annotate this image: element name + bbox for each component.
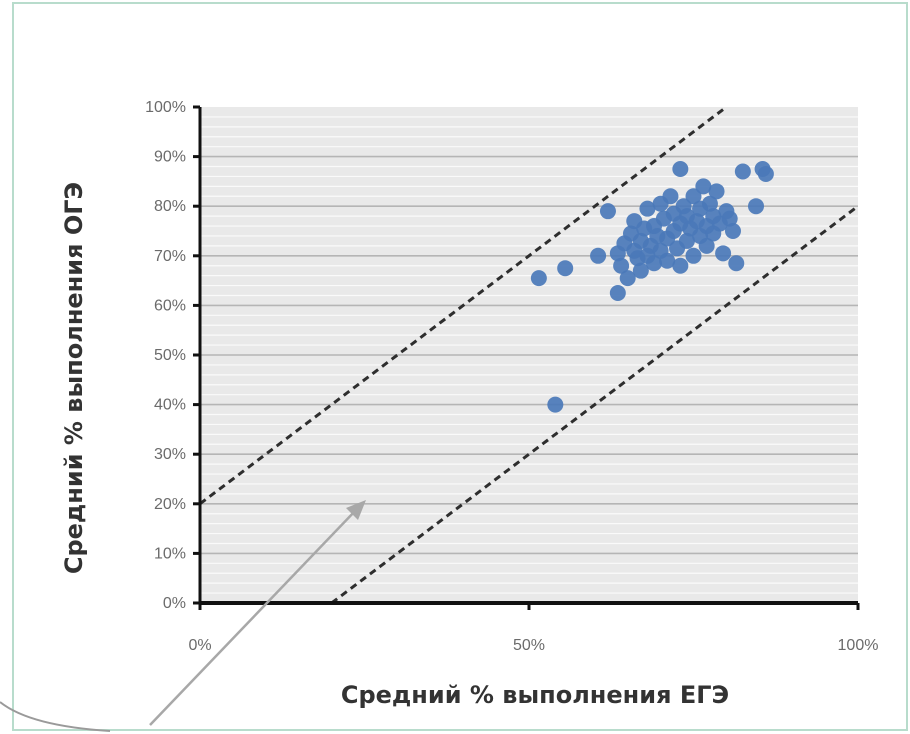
y-tick-label: 60% — [154, 297, 186, 314]
data-point — [547, 396, 564, 413]
y-tick-label: 80% — [154, 198, 186, 215]
data-point — [590, 247, 607, 264]
y-tick-label: 20% — [154, 496, 186, 513]
data-point — [672, 161, 689, 177]
data-point — [639, 200, 656, 217]
annotation-arrow — [149, 509, 357, 726]
y-tick-label: 100% — [145, 99, 186, 116]
reference-line-1 — [199, 105, 728, 505]
data-point — [678, 232, 695, 249]
data-point — [757, 165, 774, 182]
decorative-curve — [0, 701, 111, 732]
data-point — [662, 188, 679, 205]
data-point — [748, 198, 765, 215]
y-tick-label: 10% — [154, 545, 186, 562]
data-point — [685, 188, 702, 205]
y-tick-label: 30% — [154, 446, 186, 463]
data-point — [599, 203, 616, 220]
data-point — [646, 255, 663, 272]
reference-line-2 — [330, 205, 859, 605]
data-point — [530, 270, 547, 287]
data-point — [672, 257, 689, 274]
y-tick-label: 50% — [154, 347, 186, 364]
y-tick-label: 90% — [154, 149, 186, 166]
data-point — [613, 257, 630, 274]
data-point — [685, 247, 702, 264]
x-tick-label: 0% — [188, 637, 211, 654]
y-tick-label: 70% — [154, 248, 186, 265]
data-point — [701, 195, 718, 212]
x-tick-label: 50% — [513, 637, 545, 654]
x-tick-label: 100% — [838, 637, 879, 654]
data-point — [734, 163, 751, 180]
data-point — [715, 245, 732, 262]
data-point — [619, 270, 636, 287]
x-axis-label: Средний % выполнения ЕГЭ — [341, 681, 729, 709]
data-point — [708, 183, 725, 200]
data-point — [728, 255, 745, 272]
data-point — [557, 260, 574, 277]
y-axis-label: Средний % выполнения ОГЭ — [60, 182, 88, 574]
data-point — [609, 285, 626, 301]
data-point — [695, 178, 712, 195]
data-point — [724, 223, 741, 239]
data-point — [721, 210, 738, 227]
y-tick-label: 0% — [163, 595, 186, 612]
annotation-arrowhead — [346, 500, 366, 520]
data-point — [659, 252, 676, 269]
y-tick-label: 40% — [154, 397, 186, 414]
data-point — [698, 237, 715, 254]
data-point — [632, 262, 649, 279]
